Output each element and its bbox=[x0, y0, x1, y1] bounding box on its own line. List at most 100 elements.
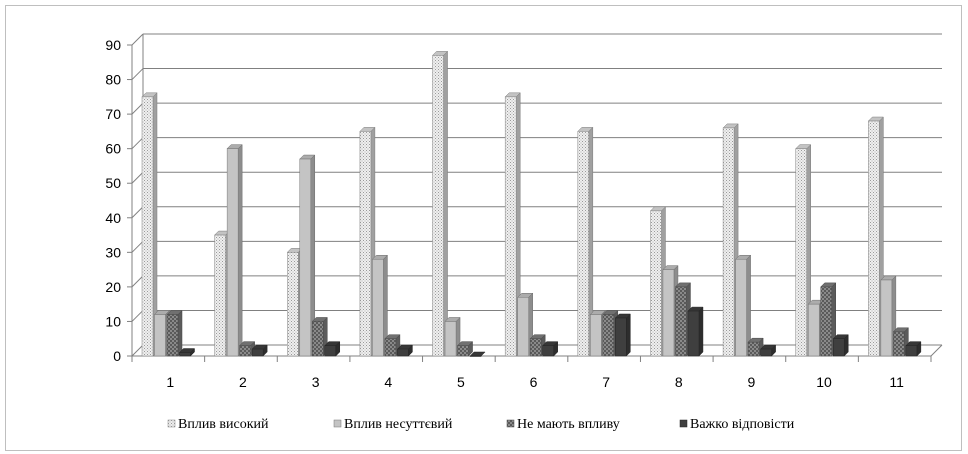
bar-front bbox=[179, 352, 191, 357]
x-tick-label: 5 bbox=[457, 374, 465, 390]
bar-front bbox=[905, 345, 918, 357]
bar-front bbox=[820, 286, 832, 357]
legend-entry: Не мають впливу bbox=[506, 417, 620, 432]
x-tick-label: 2 bbox=[239, 374, 247, 390]
bar-front bbox=[747, 341, 760, 357]
bar bbox=[504, 92, 521, 357]
bar-front bbox=[154, 314, 166, 357]
bar-front bbox=[687, 310, 700, 357]
bar bbox=[324, 341, 341, 357]
bar bbox=[734, 254, 752, 357]
legend-swatch bbox=[333, 419, 342, 428]
bar bbox=[371, 254, 389, 357]
bar-front bbox=[542, 345, 554, 357]
gridline-side-80 bbox=[131, 68, 144, 80]
bar-front bbox=[457, 345, 469, 357]
bar-side bbox=[443, 50, 448, 357]
legend-label: Не мають впливу bbox=[517, 417, 620, 432]
y-tick-label: 20 bbox=[105, 279, 121, 295]
bar-front bbox=[372, 258, 384, 357]
bar bbox=[832, 334, 849, 357]
bar bbox=[456, 341, 474, 357]
bar-front bbox=[504, 96, 517, 357]
bar-front bbox=[602, 314, 615, 357]
bar-front bbox=[832, 338, 845, 357]
legend-entry: Важко відповісти bbox=[679, 417, 795, 432]
gridline-side-60 bbox=[131, 137, 144, 150]
bar-front bbox=[312, 321, 324, 357]
bar-front bbox=[384, 338, 397, 357]
x-tick-label: 7 bbox=[602, 374, 610, 390]
bar-front bbox=[577, 131, 590, 357]
bar bbox=[759, 344, 777, 357]
x-tick-label: 10 bbox=[816, 374, 832, 390]
bar-front bbox=[359, 131, 372, 357]
bar bbox=[687, 306, 704, 357]
bar-front bbox=[868, 120, 880, 357]
bar-front bbox=[444, 321, 457, 357]
bar-front bbox=[287, 252, 299, 357]
bar-front bbox=[251, 348, 264, 357]
bar bbox=[251, 344, 268, 357]
bar-front bbox=[397, 348, 409, 357]
bar bbox=[577, 126, 594, 357]
legend-entry: Вплив несуттєвий bbox=[333, 417, 453, 432]
bar-front bbox=[469, 355, 482, 357]
x-tick-label: 4 bbox=[384, 374, 392, 390]
x-tick-label: 6 bbox=[530, 374, 538, 390]
bar-front bbox=[675, 286, 687, 357]
legend-entry: Вплив високий bbox=[167, 417, 269, 432]
gridline-side-0 bbox=[131, 344, 144, 357]
bar-front bbox=[893, 331, 905, 357]
floor-edge bbox=[930, 344, 943, 357]
bar-front bbox=[590, 314, 602, 357]
y-tick-label: 60 bbox=[105, 141, 121, 157]
x-tick-label: 9 bbox=[748, 374, 756, 390]
bar-side bbox=[698, 306, 704, 357]
x-tick-label: 3 bbox=[312, 374, 320, 390]
legend-swatch bbox=[506, 419, 515, 428]
gridline-side-50 bbox=[131, 171, 144, 184]
bar-front bbox=[615, 317, 627, 357]
bar-front bbox=[239, 345, 251, 357]
bar-front bbox=[214, 234, 226, 357]
x-tick-label: 8 bbox=[675, 374, 683, 390]
y-tick-label: 80 bbox=[105, 72, 121, 88]
bar-front bbox=[226, 148, 239, 357]
y-tick-label: 40 bbox=[105, 210, 121, 226]
chart-frame bbox=[5, 5, 962, 451]
legend-swatch bbox=[167, 419, 176, 428]
bar bbox=[166, 309, 183, 357]
bar-side bbox=[626, 313, 631, 357]
bar bbox=[226, 144, 243, 357]
gridline-side-20 bbox=[131, 275, 144, 288]
bar-front bbox=[735, 258, 747, 357]
bar-front bbox=[650, 210, 662, 357]
bar-front bbox=[517, 297, 529, 357]
bar-front bbox=[880, 279, 893, 357]
gridline-side-10 bbox=[131, 310, 144, 322]
y-tick-label: 90 bbox=[105, 37, 121, 53]
legend-label: Вплив несуттєвий bbox=[344, 417, 453, 432]
legend: Вплив високий Вплив несуттєвий Не мають вп… bbox=[167, 417, 795, 432]
bar bbox=[431, 50, 449, 357]
y-tick-label: 70 bbox=[105, 106, 121, 122]
bar-front bbox=[324, 345, 337, 357]
bar-front bbox=[141, 96, 154, 357]
bar-front bbox=[795, 148, 807, 357]
x-tick-label: 11 bbox=[889, 374, 904, 390]
bar bbox=[542, 341, 559, 357]
bar bbox=[178, 347, 196, 357]
y-tick-label: 10 bbox=[105, 313, 121, 329]
bar-front bbox=[166, 314, 179, 357]
bar-front bbox=[432, 55, 444, 357]
legend-swatch bbox=[679, 419, 688, 428]
bar bbox=[614, 313, 631, 357]
bar-front bbox=[529, 338, 542, 357]
bar-front bbox=[299, 158, 312, 357]
bars bbox=[141, 50, 922, 357]
bar bbox=[396, 344, 414, 357]
y-tick-label: 30 bbox=[105, 244, 121, 260]
gridline-side-30 bbox=[131, 240, 144, 253]
y-tick-label: 0 bbox=[113, 348, 121, 364]
